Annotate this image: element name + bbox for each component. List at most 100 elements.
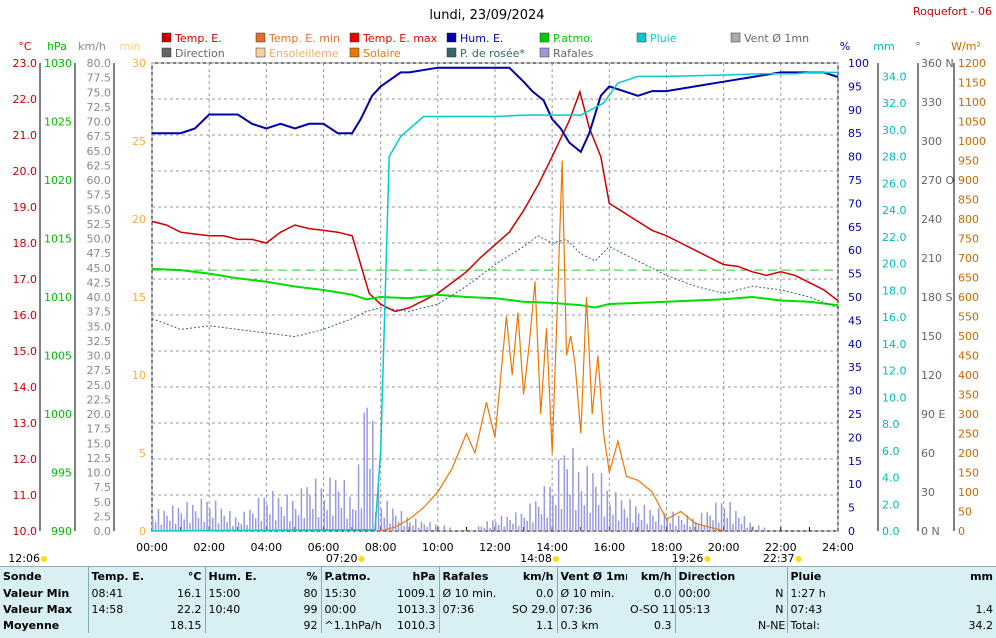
gust-bar xyxy=(329,477,331,531)
gust-bar xyxy=(449,527,451,531)
gust-bar xyxy=(683,524,686,531)
axis-tick-label: 17.0 xyxy=(13,273,38,286)
gust-bar xyxy=(246,524,248,531)
axis-tick-label: 2.5 xyxy=(94,510,112,523)
gust-bar xyxy=(252,513,254,531)
gust-bar xyxy=(552,495,554,531)
axis-tick-label: 12.5 xyxy=(87,452,112,465)
gust-bar xyxy=(314,478,317,531)
gust-bar xyxy=(237,522,240,531)
axis-tick-label: 65 xyxy=(848,221,862,234)
cell: 1:27 h xyxy=(786,585,865,601)
axis-tick-label: 1150 xyxy=(958,77,986,90)
gust-bar xyxy=(194,511,197,531)
row-label: Valeur Min xyxy=(3,586,70,600)
gust-bar xyxy=(603,516,606,531)
legend-label: Rafales xyxy=(553,47,594,60)
axis-tick-label: 1000 xyxy=(958,135,986,148)
summary-row-max: Valeur Max 14:58 22.2 10:40 99 00:00 101… xyxy=(0,601,996,617)
axis-tick-label: 7.5 xyxy=(94,481,112,494)
legend-label: Hum. E. xyxy=(460,32,503,45)
axis-tick-label: 30 xyxy=(132,57,146,70)
cell xyxy=(438,617,509,633)
axis-tick-label: 10.0 xyxy=(87,467,112,480)
axis-tick-label: 180 S xyxy=(921,291,952,304)
gust-bar xyxy=(752,526,754,531)
gust-bar xyxy=(577,471,580,531)
axis-tick-label: 52.5 xyxy=(87,218,112,231)
summary-table: Sonde Temp. E. °C Hum. E. % P.atmo. hPa … xyxy=(0,566,996,638)
legend-swatch xyxy=(161,47,172,58)
gust-bar xyxy=(426,527,428,531)
axis-tick-label: 67.5 xyxy=(87,130,112,143)
axis-tick-label: 42.5 xyxy=(87,276,112,289)
cell xyxy=(674,617,755,633)
gust-bar xyxy=(517,525,520,531)
axis-unit-label: ° xyxy=(915,40,921,53)
gust-bar xyxy=(632,522,634,531)
axis-tick-label: 1005 xyxy=(44,350,72,363)
axis-tick-label: 15.0 xyxy=(13,345,38,358)
axis-tick-label: 28.0 xyxy=(882,151,907,164)
gust-bar xyxy=(346,518,348,531)
axis-unit-label: W/m² xyxy=(951,40,981,53)
axis-tick-label: 70.0 xyxy=(87,116,112,129)
axis-tick-label: 120 xyxy=(921,369,942,382)
gust-bar xyxy=(503,526,506,531)
axis-tick-label: 70 xyxy=(848,197,862,210)
gust-bar xyxy=(197,517,200,531)
cell: N xyxy=(775,586,784,600)
axis-tick-label: 90 E xyxy=(921,408,945,421)
gust-bar xyxy=(217,523,220,531)
row-label: Valeur Max xyxy=(3,602,73,616)
x-axis: 00:00 02:00 04:00 06:00 08:00 10:00 12:00 14:00… xyxy=(136,541,854,554)
gust-bar xyxy=(540,514,543,531)
legend-label: Solaire xyxy=(363,47,401,60)
legend-label: Vent Ø 1mn xyxy=(744,32,809,45)
gust-bar xyxy=(166,515,168,531)
gust-bar xyxy=(183,519,185,531)
gust-bar xyxy=(152,517,154,531)
axis-tick-label: 25 xyxy=(848,408,862,421)
row-label: Moyenne xyxy=(3,618,60,632)
sun-mark-label: 07:20 xyxy=(326,552,358,565)
gust-bar xyxy=(497,525,500,531)
gust-bar xyxy=(740,523,743,531)
sun-mark-dot xyxy=(704,556,711,562)
gust-bar xyxy=(623,508,626,531)
gust-bar xyxy=(214,500,217,531)
gust-bar xyxy=(715,502,717,531)
axis-tick-label: 16.0 xyxy=(13,309,38,322)
gust-bar xyxy=(743,515,746,531)
gust-bar xyxy=(420,521,423,531)
gust-bar xyxy=(726,518,729,531)
gust-bar xyxy=(512,523,514,531)
gust-bar xyxy=(606,490,608,531)
axis-tick-label: 100 xyxy=(848,57,869,70)
legend-label: Ensoleilleme xyxy=(269,47,339,60)
gust-bar xyxy=(354,510,357,531)
axis-tick-label: 17.5 xyxy=(87,423,112,436)
gust-bar xyxy=(394,515,397,531)
sun-mark-dot xyxy=(552,556,559,562)
gust-bar xyxy=(363,412,366,531)
axis-tick-label: 450 xyxy=(958,350,979,363)
cell: 0.0 xyxy=(654,586,672,600)
cell: 00:00 xyxy=(674,585,755,601)
cell: 15:30 xyxy=(320,585,393,601)
series-line xyxy=(151,267,839,309)
gust-bar xyxy=(560,509,563,531)
summary-row-min: Valeur Min 08:41 16.1 15:00 80 15:30 100… xyxy=(0,585,996,601)
axis-tick-label: 1010 xyxy=(44,291,72,304)
axis-tick-label: 330 xyxy=(921,96,942,109)
x-tick-label: 08:00 xyxy=(365,541,397,554)
axis-tick-label: 700 xyxy=(958,252,979,265)
gust-bar xyxy=(409,522,411,531)
x-tick-label: 00:00 xyxy=(136,541,168,554)
axis-tick-label: 210 xyxy=(921,252,942,265)
gust-bar xyxy=(492,520,494,531)
gust-bar xyxy=(509,519,511,531)
axis-tick-label: 15 xyxy=(132,291,146,304)
axis-tick-label: 50 xyxy=(958,506,972,519)
cell: 92 xyxy=(303,618,318,632)
